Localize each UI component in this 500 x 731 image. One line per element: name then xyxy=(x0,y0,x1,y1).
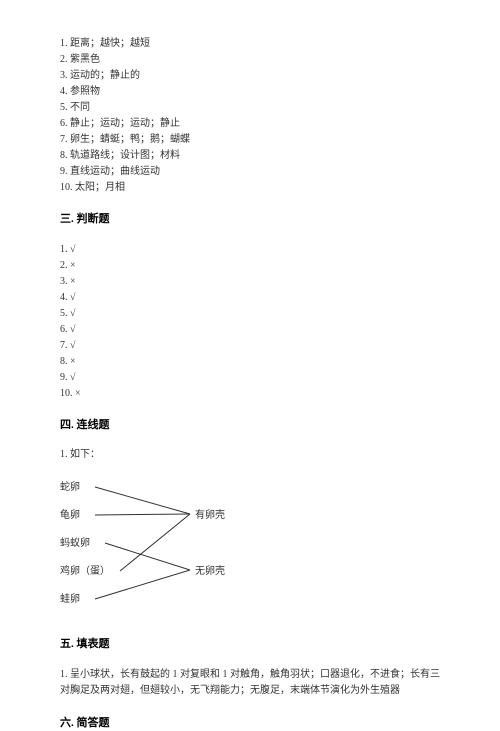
section4-intro: 1. 如下： xyxy=(60,447,440,462)
answer-item: 2. 紫黑色 xyxy=(60,52,440,67)
diagram-left-label: 鸡卵（蛋） xyxy=(60,564,110,579)
judge-item: 10. × xyxy=(60,386,440,401)
answer-item: 5. 不同 xyxy=(60,100,440,115)
diagram-left-label: 龟卵 xyxy=(60,508,80,523)
judge-item: 1. √ xyxy=(60,242,440,257)
answer-item: 3. 运动的；静止的 xyxy=(60,68,440,83)
section2-answer-list: 1. 距离；越快；越短 2. 紫黑色 3. 运动的；静止的 4. 参照物 5. … xyxy=(60,36,440,195)
section3-judge-list: 1. √ 2. × 3. × 4. √ 5. √ 6. √ 7. √ 8. × … xyxy=(60,242,440,401)
answer-item: 8. 轨道路线；设计图；材料 xyxy=(60,148,440,163)
answer-item: 6. 静止；运动；运动；静止 xyxy=(60,116,440,131)
diagram-left-label: 蛇卵 xyxy=(60,480,80,495)
judge-item: 3. × xyxy=(60,274,440,289)
judge-item: 5. √ xyxy=(60,306,440,321)
diagram-left-label: 蚂蚁卵 xyxy=(60,536,90,551)
answer-item: 10. 太阳；月相 xyxy=(60,180,440,195)
section6-title: 六. 简答题 xyxy=(60,715,440,731)
answer-item: 7. 卵生；蜻蜓；鸭；鹅；蝴蝶 xyxy=(60,132,440,147)
judge-item: 8. × xyxy=(60,354,440,369)
diagram-right-label: 无卵壳 xyxy=(195,564,225,579)
judge-item: 9. √ xyxy=(60,370,440,385)
section3-title: 三. 判断题 xyxy=(60,211,440,228)
matching-lines-svg xyxy=(60,480,280,620)
judge-item: 7. √ xyxy=(60,338,440,353)
judge-item: 6. √ xyxy=(60,322,440,337)
judge-item: 2. × xyxy=(60,258,440,273)
section5-text: 1. 呈小球状，长有鼓起的 1 对复眼和 1 对触角，触角羽状；口器退化，不进食… xyxy=(60,667,440,699)
matching-diagram: 蛇卵龟卵蚂蚁卵鸡卵（蛋） 蛙卵 有卵壳无卵壳 xyxy=(60,480,280,620)
answer-item: 4. 参照物 xyxy=(60,84,440,99)
judge-item: 4. √ xyxy=(60,290,440,305)
diagram-left-label: 蛙卵 xyxy=(60,592,80,607)
answer-item: 1. 距离；越快；越短 xyxy=(60,36,440,51)
section4-title: 四. 连线题 xyxy=(60,417,440,434)
answer-item: 9. 直线运动；曲线运动 xyxy=(60,164,440,179)
diagram-right-label: 有卵壳 xyxy=(195,508,225,523)
section5-title: 五. 填表题 xyxy=(60,636,440,653)
